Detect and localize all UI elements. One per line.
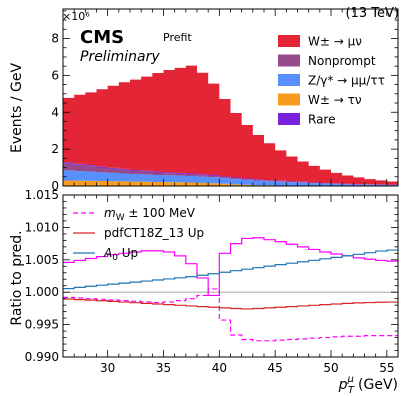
energy-label: (13 TeV): [346, 6, 399, 21]
ratio-line-a0-up: [63, 249, 398, 290]
experiment-label: CMS: [80, 27, 124, 48]
bottom-y-tick-label: 0.990: [25, 350, 59, 364]
bottom-x-axis-ticks: 30 35 40 45 50 55: [62, 195, 399, 375]
top-y-tick-label: 0: [51, 179, 59, 193]
x-axis-label: pμ T (GeV): [338, 374, 398, 396]
top-legend: W± → μν Nonprompt Z/γ* → μμ/ττ W± → τν Rare: [278, 35, 385, 127]
top-y-axis-label: Events / GeV: [9, 63, 25, 153]
top-y-tick-label: 2: [51, 142, 59, 156]
y-exponent: ×10⁶: [62, 10, 90, 23]
bottom-y-axis-ticks: 0.990 0.995 1.000 1.005 1.010 1.015: [25, 188, 398, 364]
legend-label-w: W± → μν: [308, 35, 362, 49]
ratio-line-mw-100-mev: [63, 237, 398, 297]
legend-label-pdfct18z-13-up: pdfCT18Z_13 Up: [104, 226, 204, 240]
x-tick-label: 45: [268, 361, 283, 375]
legend-swatch-nonprompt: [278, 54, 300, 67]
legend-label-nonprompt: Nonprompt: [308, 54, 376, 68]
bottom-legend: mW ± 100 MeV pdfCT18Z_13 Up A0 Up: [73, 206, 204, 263]
legend-label-z: Z/γ* → μμ/ττ: [308, 74, 385, 88]
x-tick-label: 35: [156, 361, 171, 375]
stage-label: Prefit: [163, 31, 192, 44]
top-y-tick-label: 6: [51, 68, 59, 82]
legend-label-w: W± → τν: [308, 93, 362, 107]
legend-swatch-w: [278, 35, 300, 47]
legend-label-mw-100-mev: mW ± 100 MeV: [104, 206, 196, 223]
x-tick-label: 55: [379, 361, 394, 375]
stack-w: [63, 180, 398, 186]
x-axis-label-unit: (GeV): [358, 377, 398, 393]
x-tick-label: 50: [323, 361, 338, 375]
ratio-line-pdfct18z-13-up: [63, 298, 398, 310]
bottom-y-tick-label: 1.010: [25, 220, 59, 234]
legend-swatch-w: [278, 93, 300, 106]
top-y-axis-ticks: 0 2 4 6 8: [51, 10, 398, 193]
bottom-panel: 0.990 0.995 1.000 1.005 1.010 1.015 30 35 40 45 5…: [9, 188, 399, 396]
ratio-lines: [63, 237, 398, 342]
x-tick-label: 40: [212, 361, 227, 375]
top-y-tick-label: 8: [51, 32, 59, 46]
x-tick-label: 30: [100, 361, 115, 375]
bottom-y-tick-label: 1.005: [25, 253, 59, 267]
bottom-panel-frame: [62, 194, 399, 358]
bottom-y-tick-label: 1.000: [25, 285, 59, 299]
legend-label-a0-up: A0 Up: [103, 246, 138, 263]
legend-swatch-z: [278, 74, 300, 86]
legend-swatch-rare: [278, 113, 300, 125]
x-axis-label-main: p: [338, 377, 348, 393]
stack-w: [63, 65, 398, 185]
bottom-y-axis-label: Ratio to pred.: [9, 230, 25, 325]
top-panel: 0 2 4 6 8 ×10⁶ (13 TeV) CMS Preliminary Pref…: [9, 6, 399, 193]
status-label: Preliminary: [80, 49, 160, 65]
x-axis-label-sup: μ: [347, 374, 354, 385]
top-panel-frame: [62, 8, 399, 187]
bottom-y-tick-label: 0.995: [25, 318, 59, 332]
bottom-y-tick-label: 1.015: [25, 188, 59, 202]
x-axis-label-sub: T: [348, 385, 355, 396]
top-y-tick-label: 4: [51, 105, 59, 119]
legend-label-rare: Rare: [308, 113, 335, 127]
ratio-line-mw-down: [63, 288, 398, 342]
